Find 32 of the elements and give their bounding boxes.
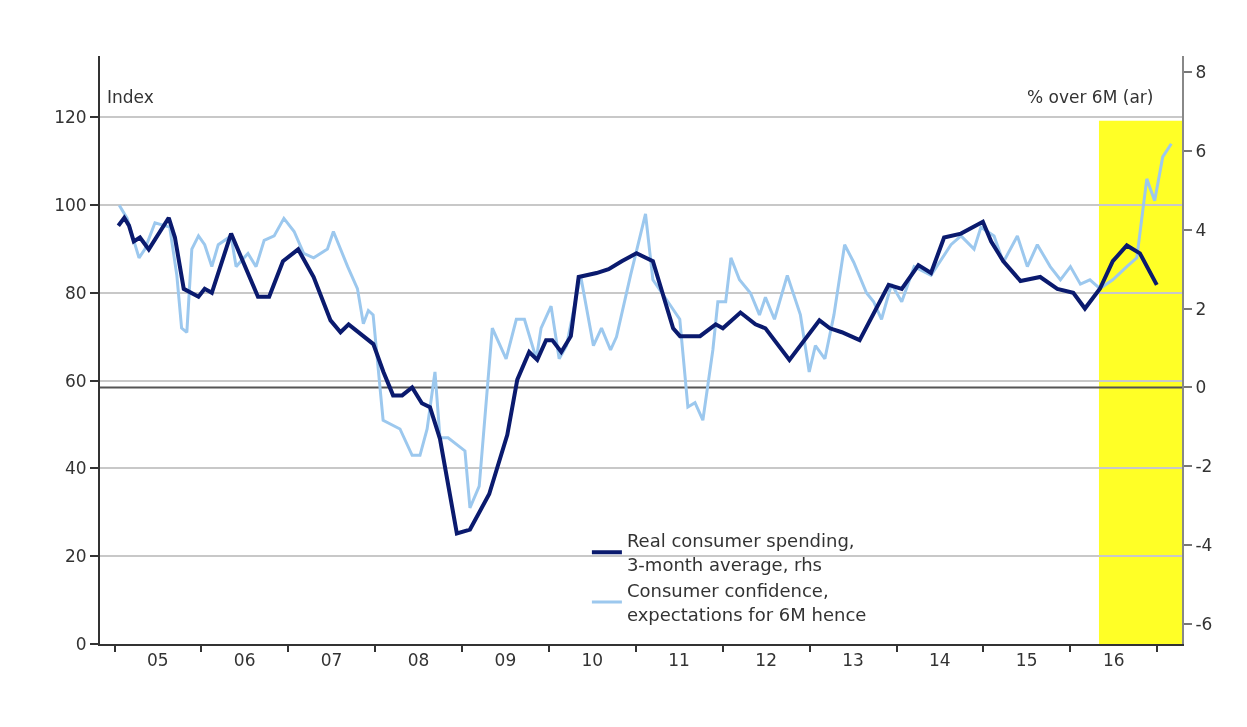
x-tick-label: 14 bbox=[928, 650, 951, 671]
x-tick-label: 16 bbox=[1102, 650, 1125, 671]
x-tick-label: 10 bbox=[581, 650, 604, 671]
y2-tick-label: 8 bbox=[1195, 61, 1207, 82]
x-tick-label: 08 bbox=[407, 650, 430, 671]
y2-axis-title: % over 6M (ar) bbox=[1027, 87, 1154, 107]
x-tick-label: 09 bbox=[494, 650, 517, 671]
x-tick-label: 06 bbox=[233, 650, 256, 671]
y-tick-label: 80 bbox=[64, 282, 87, 303]
y-tick-label: 0 bbox=[75, 633, 87, 654]
y-tick-label: 120 bbox=[54, 107, 87, 128]
y-tick-label: 100 bbox=[54, 195, 87, 216]
x-tick-label: 11 bbox=[668, 650, 690, 671]
x-tick-label: 15 bbox=[1015, 650, 1038, 671]
x-tick-label: 05 bbox=[146, 650, 169, 671]
y-axis-title: Index bbox=[107, 87, 154, 107]
legend-label: Real consumer spending, 3-month average, rhs bbox=[626, 530, 855, 575]
y2-tick-label: 6 bbox=[1195, 140, 1207, 161]
x-tick-label: 12 bbox=[755, 650, 777, 671]
y2-tick-label: -2 bbox=[1195, 456, 1213, 477]
y-tick-label: 20 bbox=[64, 546, 87, 567]
y2-tick-label: 0 bbox=[1195, 377, 1207, 398]
y2-tick-label: -6 bbox=[1195, 614, 1213, 635]
y-tick-label: 40 bbox=[64, 458, 87, 479]
y2-tick-label: 4 bbox=[1195, 219, 1207, 240]
x-tick-label: 13 bbox=[842, 650, 864, 671]
y2-tick-label: 2 bbox=[1195, 298, 1207, 319]
legend-label: Consumer confidence, expectations for 6M hence bbox=[626, 580, 867, 625]
x-tick-label: 07 bbox=[320, 650, 343, 671]
y2-tick-label: -4 bbox=[1195, 535, 1213, 556]
y-tick-label: 60 bbox=[64, 370, 87, 391]
line-series bbox=[117, 142, 1173, 510]
